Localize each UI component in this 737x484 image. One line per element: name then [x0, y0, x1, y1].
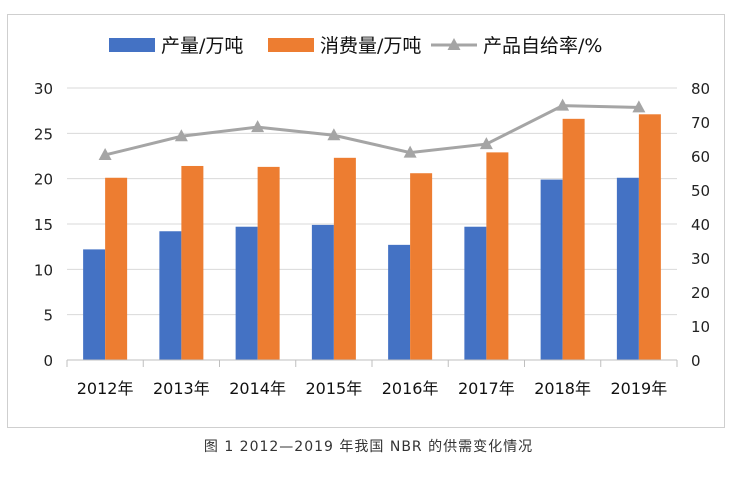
bar-production — [235, 226, 258, 360]
self-sufficiency-marker — [98, 147, 112, 160]
y-left-tick-label: 10 — [34, 261, 53, 279]
figure-caption: 图 1 2012—2019 年我国 NBR 的供需变化情况 — [203, 439, 534, 455]
bar-production — [540, 179, 563, 360]
self-sufficiency-marker — [556, 98, 570, 111]
x-tick-label: 2013年 — [153, 379, 210, 398]
bar-consumption — [181, 165, 204, 360]
x-tick-label: 2016年 — [382, 379, 439, 398]
bar-production — [616, 177, 639, 360]
bar-production — [388, 244, 411, 360]
y-left-tick-label: 0 — [43, 352, 53, 370]
bar-production — [159, 231, 182, 360]
y-right-tick-label: 80 — [691, 80, 710, 98]
self-sufficiency-marker — [251, 120, 265, 133]
self-sufficiency-marker — [632, 100, 646, 113]
x-tick-label: 2015年 — [306, 379, 363, 398]
x-tick-label: 2018年 — [534, 379, 591, 398]
bar-production — [464, 226, 487, 360]
y-right-tick-label: 50 — [691, 182, 710, 200]
bar-consumption — [562, 118, 585, 361]
bar-consumption — [410, 173, 433, 360]
self-sufficiency-marker — [403, 145, 417, 158]
legend-label: 产品自给率/% — [483, 35, 602, 57]
y-right-tick-label: 0 — [691, 352, 701, 370]
self-sufficiency-line — [104, 104, 639, 157]
bar-consumption — [486, 152, 509, 360]
y-right-tick-label: 70 — [691, 114, 710, 132]
x-tick-label: 2019年 — [611, 379, 668, 398]
y-right-tick-label: 20 — [691, 284, 710, 302]
y-left-tick-label: 15 — [34, 216, 53, 234]
bar-production — [83, 249, 106, 360]
legend-label: 消费量/万吨 — [320, 35, 421, 57]
y-left-tick-label: 5 — [43, 307, 53, 325]
legend-marker — [447, 38, 461, 50]
bar-production — [311, 224, 334, 360]
x-tick-label: 2014年 — [229, 379, 286, 398]
bar-consumption — [257, 166, 280, 360]
self-sufficiency-marker — [479, 137, 493, 150]
nbr-supply-demand-chart: 0 5 10 15 20 25 30 0 10 20 30 40 50 60 70 80 2012年 2013年 2… — [34, 35, 710, 398]
y-left-tick-label: 30 — [34, 80, 53, 98]
y-right-tick-label: 60 — [691, 148, 710, 166]
y-right-tick-label: 30 — [691, 250, 710, 268]
y-right-tick-label: 10 — [691, 318, 710, 336]
self-sufficiency-marker — [174, 129, 188, 142]
legend-label: 产量/万吨 — [161, 35, 243, 57]
legend-swatch — [268, 38, 314, 52]
x-tick-label: 2012年 — [77, 379, 134, 398]
y-left-tick-label: 20 — [34, 171, 53, 189]
chart-frame: 0 5 10 15 20 25 30 0 10 20 30 40 50 60 70 80 2012年 2013年 2… — [7, 14, 725, 428]
bar-consumption — [105, 177, 128, 360]
y-left-tick-label: 25 — [34, 125, 53, 143]
self-sufficiency-marker — [327, 128, 341, 141]
x-tick-label: 2017年 — [458, 379, 515, 398]
bar-consumption — [638, 114, 661, 360]
legend-swatch — [109, 38, 155, 52]
bar-consumption — [333, 157, 356, 360]
y-right-tick-label: 40 — [691, 216, 710, 234]
